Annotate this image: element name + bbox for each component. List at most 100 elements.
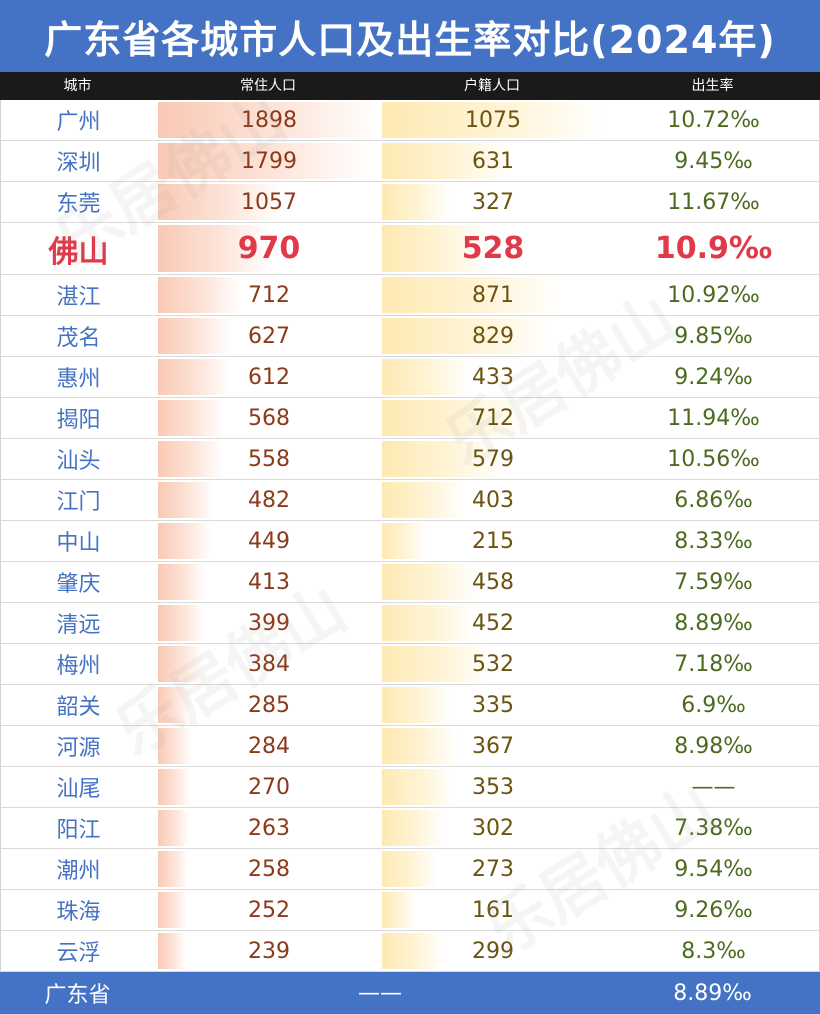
resident-cell: 568	[248, 405, 290, 431]
registered-bar	[382, 102, 604, 138]
resident-cell: 482	[248, 487, 290, 513]
header-birth-rate: 出生率	[691, 78, 734, 94]
registered-cell: 161	[472, 897, 514, 923]
city-cell: 江门	[56, 490, 101, 515]
province-label: 广东省	[44, 983, 111, 1008]
registered-cell: 712	[472, 405, 514, 431]
table-row: 佛山 970 528 10.9‰	[0, 223, 820, 275]
resident-bar	[158, 810, 189, 846]
city-cell: 揭阳	[56, 408, 101, 433]
birth-rate-cell: 9.45‰	[674, 148, 753, 174]
birth-rate-cell: 11.67‰	[667, 189, 760, 215]
registered-cell: 299	[472, 938, 514, 964]
birth-rate-cell: 8.89‰	[674, 610, 753, 636]
table-row: 梅州 384 532 7.18‰	[0, 644, 820, 685]
page-title: 广东省各城市人口及出生率对比(2024年)	[0, 0, 820, 72]
header-registered: 户籍人口	[464, 78, 520, 94]
registered-bar	[382, 225, 491, 272]
birth-rate-cell: 10.72‰	[667, 107, 760, 133]
resident-cell: 270	[248, 774, 290, 800]
resident-cell: 258	[248, 856, 290, 882]
resident-cell: 284	[248, 733, 290, 759]
resident-cell: 627	[248, 323, 290, 349]
table-header: 城市 常住人口 户籍人口 出生率	[0, 72, 820, 100]
city-cell: 佛山	[48, 234, 109, 270]
birth-rate-cell: 9.85‰	[674, 323, 753, 349]
resident-bar	[158, 892, 187, 928]
city-cell: 河源	[56, 736, 101, 761]
registered-bar	[382, 810, 444, 846]
registered-cell: 829	[472, 323, 514, 349]
registered-cell: 433	[472, 364, 514, 390]
registered-bar	[382, 933, 444, 969]
city-cell: 湛江	[56, 285, 101, 310]
registered-cell: 631	[472, 148, 514, 174]
resident-bar	[158, 184, 282, 220]
resident-bar	[158, 564, 206, 600]
birth-rate-cell: 11.94‰	[667, 405, 760, 431]
resident-bar	[158, 102, 380, 138]
city-cell: 汕尾	[56, 777, 101, 802]
registered-bar	[382, 359, 471, 395]
registered-cell: 353	[472, 774, 514, 800]
birth-rate-cell: 9.26‰	[674, 897, 753, 923]
registered-cell: 327	[472, 189, 514, 215]
registered-cell: 367	[472, 733, 514, 759]
city-cell: 肇庆	[56, 572, 101, 597]
table-row: 汕头 558 579 10.56‰	[0, 439, 820, 480]
registered-cell: 458	[472, 569, 514, 595]
birth-rate-cell: 10.9‰	[654, 231, 773, 266]
registered-cell: 528	[461, 231, 525, 266]
table-row: 云浮 239 299 8.3‰	[0, 931, 820, 972]
registered-bar	[382, 441, 502, 477]
city-cell: 茂名	[56, 326, 101, 351]
resident-cell: 1898	[241, 107, 297, 133]
city-cell: 珠海	[56, 900, 101, 925]
registered-cell: 532	[472, 651, 514, 677]
resident-bar	[158, 143, 368, 179]
resident-bar	[158, 646, 203, 682]
resident-cell: 239	[248, 938, 290, 964]
registered-bar	[382, 318, 553, 354]
resident-cell: 449	[248, 528, 290, 554]
registered-bar	[382, 646, 492, 682]
header-city: 城市	[63, 78, 92, 94]
table-row: 江门 482 403 6.86‰	[0, 480, 820, 521]
birth-rate-cell: 10.92‰	[667, 282, 760, 308]
resident-bar	[158, 225, 271, 272]
birth-rate-cell: 8.3‰	[681, 938, 746, 964]
registered-cell: 452	[472, 610, 514, 636]
resident-bar	[158, 400, 224, 436]
table-row: 东莞 1057 327 11.67‰	[0, 182, 820, 223]
resident-bar	[158, 277, 241, 313]
table-row: 潮州 258 273 9.54‰	[0, 849, 820, 890]
resident-cell: 384	[248, 651, 290, 677]
registered-cell: 1075	[465, 107, 521, 133]
table-row: 肇庆 413 458 7.59‰	[0, 562, 820, 603]
registered-bar	[382, 892, 415, 928]
resident-bar	[158, 359, 230, 395]
resident-cell: 612	[248, 364, 290, 390]
birth-rate-cell: 7.59‰	[674, 569, 753, 595]
resident-cell: 399	[248, 610, 290, 636]
registered-cell: 335	[472, 692, 514, 718]
resident-bar	[158, 441, 223, 477]
registered-bar	[382, 277, 562, 313]
table-row: 汕尾 270 353 ——	[0, 767, 820, 808]
registered-cell: 403	[472, 487, 514, 513]
table-row: 湛江 712 871 10.92‰	[0, 275, 820, 316]
city-cell: 深圳	[56, 151, 101, 176]
province-total-row: 广东省 —— 8.89‰	[0, 972, 820, 1014]
table-row: 广州 1898 1075 10.72‰	[0, 100, 820, 141]
registered-bar	[382, 143, 512, 179]
resident-cell: 1057	[241, 189, 297, 215]
city-cell: 梅州	[56, 654, 101, 679]
resident-cell: 1799	[241, 148, 297, 174]
resident-cell: 252	[248, 897, 290, 923]
resident-cell: 558	[248, 446, 290, 472]
table-row: 深圳 1799 631 9.45‰	[0, 141, 820, 182]
province-birth-rate: 8.89‰	[673, 980, 752, 1006]
resident-cell: 413	[248, 569, 290, 595]
registered-bar	[382, 523, 426, 559]
birth-rate-cell: 8.33‰	[674, 528, 753, 554]
